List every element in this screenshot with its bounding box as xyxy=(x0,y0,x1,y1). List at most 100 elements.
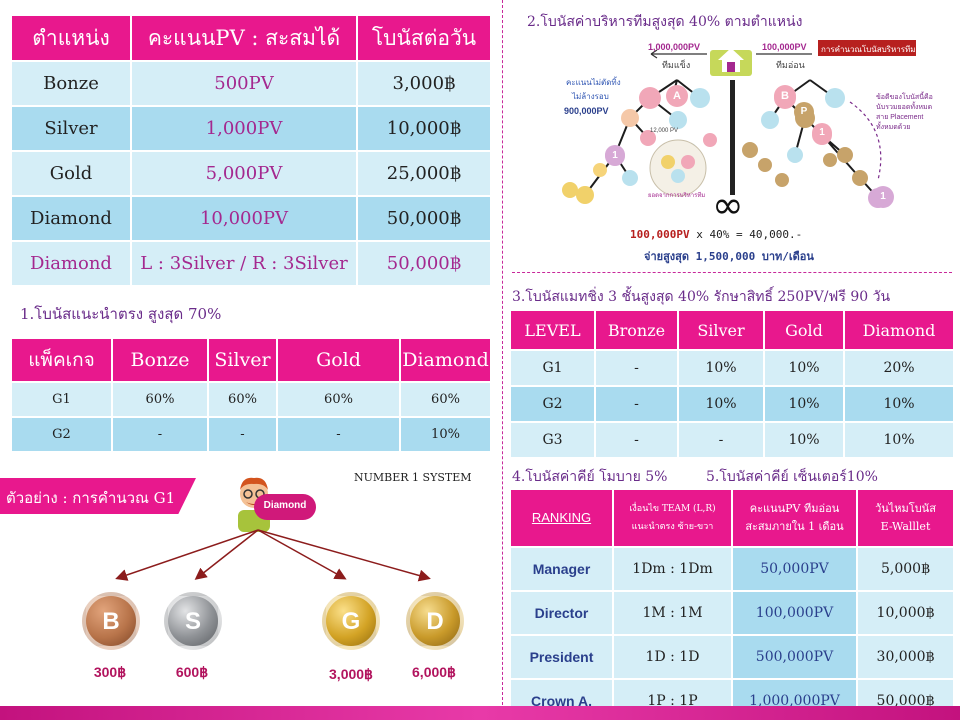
cell: 20% xyxy=(845,351,953,385)
silver-medal-icon: S xyxy=(164,592,222,650)
cell: G2 xyxy=(12,418,111,451)
system-label: NUMBER 1 SYSTEM xyxy=(354,471,472,484)
right-note-2: นับรวมยอดทั้งหมด xyxy=(876,104,933,111)
table-row: President 1D : 1D 500,000PV 30,000฿ xyxy=(511,636,953,678)
medal-amount: 600฿ xyxy=(175,664,209,680)
arrow-left-icon xyxy=(650,49,707,59)
cell: - xyxy=(596,423,677,457)
cell: - xyxy=(596,351,677,385)
cell: Manager xyxy=(511,548,612,590)
team-condition-header: เงื่อนไข TEAM (L,R) แนะนำตรง ซ้าย-ขวา xyxy=(614,490,731,546)
node-1-mid: 1 xyxy=(812,123,832,143)
rank-name: Silver xyxy=(12,107,130,150)
level-header: Gold xyxy=(765,311,843,349)
table-row: Bonze 500PV 3,000฿ xyxy=(12,62,490,105)
infinity-icon: ∞ xyxy=(712,183,744,227)
node-1-right: 1 xyxy=(872,186,894,208)
table-row: G1 - 10% 10% 20% xyxy=(511,351,953,385)
table-row: G3 - - 10% 10% xyxy=(511,423,953,457)
bronze-medal-icon: B xyxy=(82,592,140,650)
cell: 60% xyxy=(401,383,490,416)
cell: - xyxy=(596,387,677,421)
table-row: G1 60% 60% 60% 60% xyxy=(12,383,490,416)
cell: 10% xyxy=(679,387,763,421)
pkg-header: Bonze xyxy=(113,339,207,381)
node-a: A xyxy=(666,85,688,107)
diamond-badge-label: Diamond xyxy=(263,500,307,511)
rank-bonus: 10,000฿ xyxy=(358,107,490,150)
formula-rest: x 40% = 40,000.- xyxy=(689,228,803,241)
cell: G1 xyxy=(511,351,594,385)
pkg-header: Diamond xyxy=(401,339,490,381)
table-row: Manager 1Dm : 1Dm 50,000PV 5,000฿ xyxy=(511,548,953,590)
section3-heading: 3.โบนัสแมทชิ่ง 3 ชั้นสูงสุด 40% รักษาสิท… xyxy=(512,289,891,305)
rank-bonus: 50,000฿ xyxy=(358,242,490,285)
rank-header-bonus: โบนัสต่อวัน xyxy=(358,16,490,60)
level-header: Diamond xyxy=(845,311,953,349)
rank-bonus: 25,000฿ xyxy=(358,152,490,195)
gold-medal-icon: G xyxy=(322,592,380,650)
ranking-header: RANKING xyxy=(511,490,612,546)
vertical-divider xyxy=(502,0,503,705)
rank-table: ตำแหน่ง คะแนนPV : สะสมได้ โบนัสต่อวัน Bo… xyxy=(10,14,492,287)
cell: 10% xyxy=(845,387,953,421)
cell: 50,000PV xyxy=(733,548,856,590)
table-row: Diamond 10,000PV 50,000฿ xyxy=(12,197,490,240)
cell: 10% xyxy=(765,351,843,385)
diamond-medal-icon: D xyxy=(406,592,464,650)
cell: 10% xyxy=(401,418,490,451)
node-p: P xyxy=(794,102,814,122)
team-mgmt-label: ยอดจากการบริหารทีม xyxy=(648,193,706,199)
example-title: ตัวอย่าง : การคำนวณ G1 xyxy=(6,489,176,507)
calc-badge-label: การคำนวณโบนัสบริหารทีม xyxy=(821,45,916,54)
cell: - xyxy=(209,418,276,451)
rank-header-position: ตำแหน่ง xyxy=(12,16,130,60)
rank-pv: L : 3Silver / R : 3Silver xyxy=(132,242,356,285)
cell: President xyxy=(511,636,612,678)
cell: 10,000฿ xyxy=(858,592,953,634)
rank-pv: 500PV xyxy=(132,62,356,105)
cell: 5,000฿ xyxy=(858,548,953,590)
rank-name: Diamond xyxy=(12,242,130,285)
horizontal-divider xyxy=(512,272,952,273)
medal-amount: 300฿ xyxy=(93,664,127,680)
level-header: LEVEL xyxy=(511,311,594,349)
cell: 30,000฿ xyxy=(858,636,953,678)
cell: 10% xyxy=(765,423,843,457)
cell: 10% xyxy=(845,423,953,457)
cell: G2 xyxy=(511,387,594,421)
right-note-3: สาย Placement xyxy=(876,114,924,121)
section1-heading: 1.โบนัสแนะนำตรง สูงสุด 70% xyxy=(20,305,222,323)
cell: 60% xyxy=(278,383,399,416)
rank-name: Bonze xyxy=(12,62,130,105)
calc-badge xyxy=(818,40,916,56)
node-1-left: 1 xyxy=(605,146,625,166)
cell: 1Dm : 1Dm xyxy=(614,548,731,590)
carry-note-2: ไม่ล้างรอบ xyxy=(572,92,609,101)
cell: 1D : 1D xyxy=(614,636,731,678)
cell: 500,000PV xyxy=(733,636,856,678)
example-title-banner xyxy=(0,478,196,514)
cell: 10% xyxy=(765,387,843,421)
level-header: Silver xyxy=(679,311,763,349)
rank-name: Diamond xyxy=(12,197,130,240)
section4-heading: 4.โบนัสค่าคีย์ โมบาย 5% xyxy=(512,469,668,485)
pv-header: คะแนนPV ทีมอ่อน สะสมภายใน 1 เดือน xyxy=(733,490,856,546)
formula-pv: 100,000PV xyxy=(630,228,690,241)
arrow-right-icon xyxy=(756,53,812,55)
ewallet-header: วันไหมโบนัส E-Walllet xyxy=(858,490,953,546)
table-row: Director 1M : 1M 100,000PV 10,000฿ xyxy=(511,592,953,634)
table-row: Diamond L : 3Silver / R : 3Silver 50,000… xyxy=(12,242,490,285)
strong-team-label: ทีมแข็ง xyxy=(662,60,691,70)
rank-pv: 5,000PV xyxy=(132,152,356,195)
pkg-header: Gold xyxy=(278,339,399,381)
bottom-bar xyxy=(0,706,960,720)
direct-bonus-table: แพ็คเกจ Bonze Silver Gold Diamond G1 60%… xyxy=(10,337,492,453)
formula: 100,000PV x 40% = 40,000.- xyxy=(630,228,802,241)
cell: 60% xyxy=(209,383,276,416)
medal-amount: 6,000฿ xyxy=(412,664,456,680)
strong-team-pv: 1,000,000PV xyxy=(648,42,701,52)
cell: G3 xyxy=(511,423,594,457)
pkg-header: Silver xyxy=(209,339,276,381)
cell: 60% xyxy=(113,383,207,416)
